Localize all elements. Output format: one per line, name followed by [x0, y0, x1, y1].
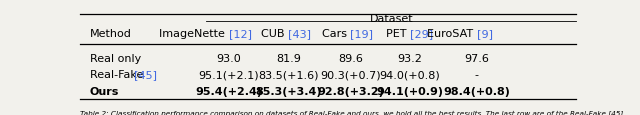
Text: ImageNette: ImageNette [159, 29, 229, 39]
Text: Ours: Ours [90, 86, 119, 96]
Text: Dataset: Dataset [369, 14, 413, 24]
Text: [19]: [19] [350, 29, 373, 39]
Text: 93.0: 93.0 [216, 53, 241, 63]
Text: 95.4(+2.4): 95.4(+2.4) [195, 86, 262, 96]
Text: [45]: [45] [134, 69, 157, 79]
Text: PET: PET [386, 29, 410, 39]
Text: [29]: [29] [410, 29, 433, 39]
Text: 97.6: 97.6 [465, 53, 489, 63]
Text: CUB: CUB [261, 29, 288, 39]
Text: 94.0(+0.8): 94.0(+0.8) [380, 69, 440, 79]
Text: [12]: [12] [229, 29, 252, 39]
Text: 95.1(+2.1): 95.1(+2.1) [198, 69, 259, 79]
Text: 94.1(+0.9): 94.1(+0.9) [376, 86, 444, 96]
Text: Real only: Real only [90, 53, 141, 63]
Text: Table 2: Classification performance comparison on datasets of Real-Fake and ours: Table 2: Classification performance comp… [80, 109, 623, 115]
Text: 98.4(+0.8): 98.4(+0.8) [444, 86, 510, 96]
Text: 89.6: 89.6 [338, 53, 363, 63]
Text: Cars: Cars [322, 29, 350, 39]
Text: 83.5(+1.6): 83.5(+1.6) [258, 69, 319, 79]
Text: 92.8(+3.2): 92.8(+3.2) [317, 86, 384, 96]
Text: [9]: [9] [477, 29, 493, 39]
Text: -: - [475, 69, 479, 79]
Text: 81.9: 81.9 [276, 53, 301, 63]
Text: 93.2: 93.2 [397, 53, 422, 63]
Text: Method: Method [90, 29, 132, 39]
Text: EuroSAT: EuroSAT [427, 29, 477, 39]
Text: 90.3(+0.7): 90.3(+0.7) [320, 69, 381, 79]
Text: Real-Fake: Real-Fake [90, 69, 147, 79]
Text: [43]: [43] [288, 29, 311, 39]
Text: 85.3(+3.4): 85.3(+3.4) [255, 86, 321, 96]
